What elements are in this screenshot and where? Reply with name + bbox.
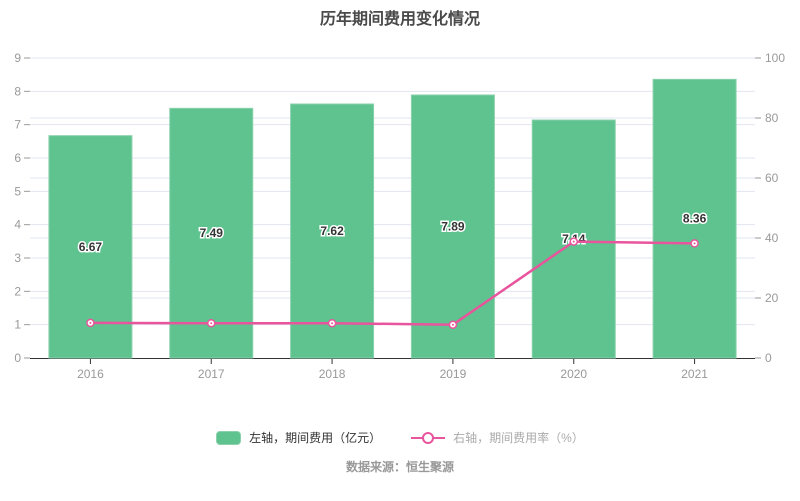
left-axis-tick-label: 6 — [14, 151, 21, 165]
left-axis-tick-label: 2 — [14, 284, 21, 298]
line-point-dot — [210, 322, 213, 325]
bar-2019[interactable] — [410, 94, 495, 359]
x-axis-category-label: 2021 — [681, 367, 708, 381]
line-ring-icon — [411, 431, 446, 444]
right-axis-tick-label: 60 — [765, 171, 779, 185]
x-axis-category-label: 2019 — [440, 367, 467, 381]
left-axis-tick-label: 1 — [14, 318, 21, 332]
right-axis-tick-label: 100 — [765, 51, 785, 65]
bar-2017[interactable] — [169, 107, 254, 359]
bar-value-label: 6.67 — [79, 240, 103, 254]
legend-item-bar-series[interactable]: 左轴，期间费用（亿元） — [216, 429, 381, 446]
bar-legend-label: 左轴，期间费用（亿元） — [249, 431, 382, 445]
bar-value-label: 7.49 — [200, 226, 224, 240]
x-axis-category-label: 2017 — [198, 367, 225, 381]
line-point-dot — [693, 242, 696, 245]
line-point-dot — [331, 322, 334, 325]
line-point-dot — [89, 321, 92, 324]
bar-2021[interactable] — [652, 78, 737, 359]
chart-title: 历年期间费用变化情况 — [319, 11, 480, 28]
left-axis-tick-label: 9 — [14, 51, 21, 65]
expense-rate-line — [89, 240, 696, 326]
left-axis-tick-label: 7 — [14, 118, 21, 132]
left-axis-tick-label: 4 — [14, 218, 21, 232]
left-axis-tick-label: 3 — [14, 251, 21, 265]
right-axis-tick-label: 0 — [765, 351, 772, 365]
bar-value-label: 7.62 — [320, 224, 344, 238]
x-axis-category-label: 2020 — [560, 367, 587, 381]
bar-value-label: 7.89 — [441, 220, 465, 234]
left-axis-tick-label: 0 — [14, 351, 21, 365]
bar-2018[interactable] — [290, 103, 375, 359]
x-axis-category-label: 2018 — [319, 367, 346, 381]
right-axis-tick-label: 80 — [765, 111, 779, 125]
legend: 左轴，期间费用（亿元） 右轴，期间费用率（%） — [0, 429, 800, 446]
bar-value-label: 8.36 — [683, 212, 707, 226]
data-source-caption: 数据来源：恒生聚源 — [345, 460, 454, 474]
legend-item-line-series[interactable]: 右轴，期间费用率（%） — [411, 429, 584, 446]
line-legend-label: 右轴，期间费用率（%） — [453, 431, 584, 445]
left-axis-tick-label: 5 — [14, 184, 21, 198]
left-axis-tick-label: 8 — [14, 84, 21, 98]
right-axis-tick-label: 40 — [765, 231, 779, 245]
line-point-dot — [451, 323, 454, 326]
x-axis-category-label: 2016 — [77, 367, 104, 381]
bar-swatch-icon — [216, 430, 242, 445]
right-axis-tick-label: 20 — [765, 291, 779, 305]
chart-plot-area: 0 1 2 3 4 5 6 7 8 9 0 20 40 60 80 100 2016 2017 2018 2019 20… — [14, 51, 785, 381]
line-point-dot — [572, 240, 575, 243]
